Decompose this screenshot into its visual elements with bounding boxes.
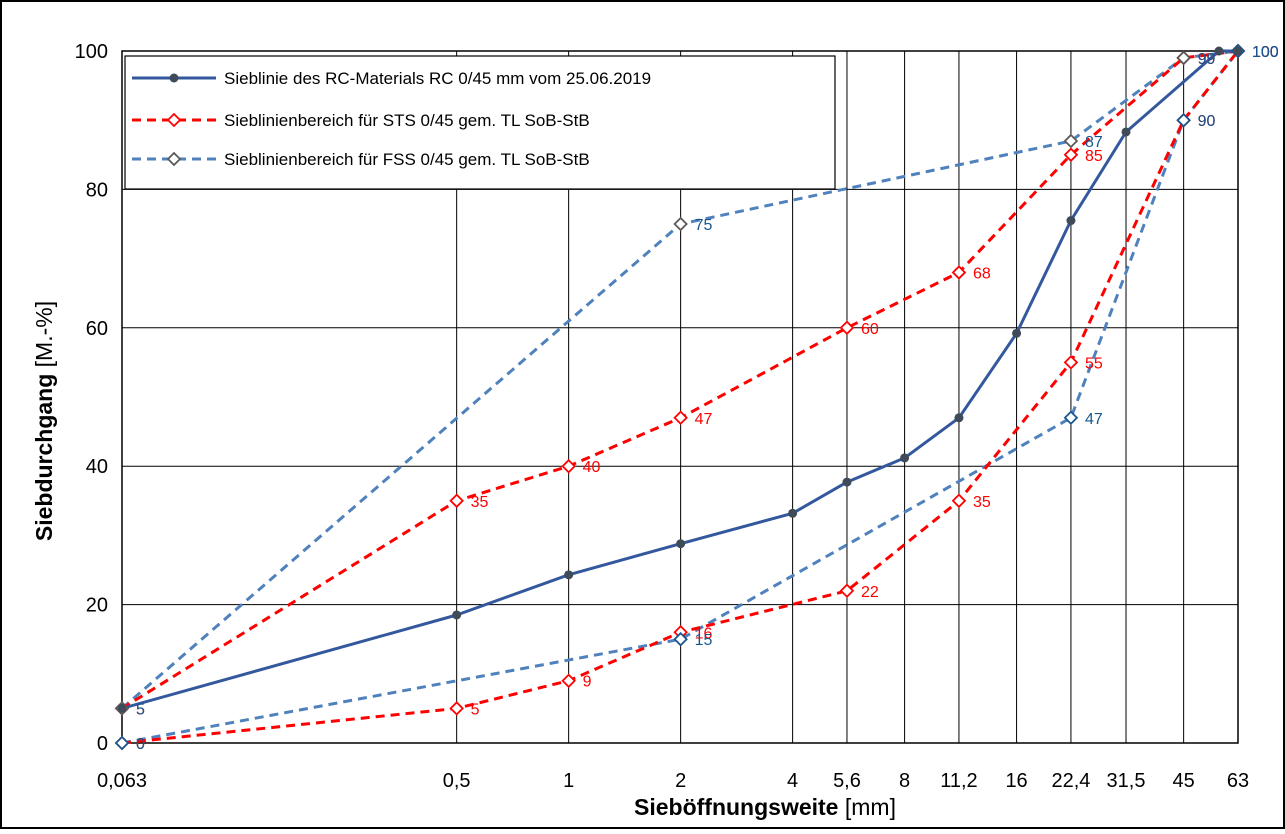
rc-point-2 xyxy=(564,570,573,579)
x-tick-label-0: 0,063 xyxy=(97,770,147,792)
rc-point-9 xyxy=(1066,216,1075,225)
sts-upper-label-1: 35 xyxy=(471,494,489,511)
legend: Sieblinie des RC-Materials RC 0/45 mm vo… xyxy=(125,56,835,189)
rc-point-10 xyxy=(1122,127,1131,136)
y-axis-title-main: Siebdurchgang xyxy=(31,374,57,541)
x-tick-label-2: 1 xyxy=(563,770,574,792)
rc-point-1 xyxy=(452,610,461,619)
legend-label-fss: Sieblinienbereich für FSS 0/45 gem. TL S… xyxy=(224,150,590,169)
sts-upper-label-2: 40 xyxy=(583,459,601,476)
sts-lower-label-2: 9 xyxy=(583,674,592,691)
x-tick-label-3: 2 xyxy=(675,770,686,792)
fss-lower-label-2: 47 xyxy=(1085,411,1103,428)
x-tick-label-12: 63 xyxy=(1227,770,1249,792)
sts-lower-label-4: 22 xyxy=(861,584,879,601)
rc-point-4 xyxy=(788,509,797,518)
sts-upper-label-3: 47 xyxy=(695,411,713,428)
x-tick-label-4: 4 xyxy=(787,770,798,792)
fss-lower-label-1: 15 xyxy=(695,632,713,649)
y-tick-label-2: 40 xyxy=(86,456,108,478)
fss-lower-label-4: 100 xyxy=(1252,44,1279,61)
y-axis-title: Siebdurchgang [M.-%] xyxy=(31,301,57,541)
sts-upper-label-4: 60 xyxy=(861,321,879,338)
x-tick-label-10: 31,5 xyxy=(1107,770,1146,792)
fss-lower-label-3: 90 xyxy=(1198,113,1216,130)
y-tick-label-5: 100 xyxy=(75,41,108,63)
x-tick-label-11: 45 xyxy=(1173,770,1195,792)
fss-upper-label-0: 5 xyxy=(136,701,145,718)
rc-point-12 xyxy=(1234,47,1243,56)
rc-point-5 xyxy=(842,478,851,487)
rc-point-11 xyxy=(1214,47,1223,56)
sts-upper-label-5: 68 xyxy=(973,265,991,282)
y-tick-label-3: 60 xyxy=(86,318,108,340)
rc-point-3 xyxy=(676,539,685,548)
sts-lower-label-1: 5 xyxy=(471,701,480,718)
rc-point-6 xyxy=(900,453,909,462)
fss-upper-label-3: 99 xyxy=(1198,51,1216,68)
x-tick-label-8: 16 xyxy=(1005,770,1027,792)
rc-point-7 xyxy=(954,413,963,422)
legend-label-rc: Sieblinie des RC-Materials RC 0/45 mm vo… xyxy=(224,69,651,88)
x-axis-title-main: Sieböffnungsweite xyxy=(634,794,838,820)
y-tick-label-4: 80 xyxy=(86,179,108,201)
x-axis-title-unit: [mm] xyxy=(838,794,896,820)
x-tick-label-7: 11,2 xyxy=(940,770,977,792)
sts-lower-label-5: 35 xyxy=(973,494,991,511)
fss-upper-label-1: 75 xyxy=(695,217,713,234)
fss-upper-label-2: 87 xyxy=(1085,134,1103,151)
rc-point-0 xyxy=(118,704,127,713)
fss-lower-label-0: 0 xyxy=(136,736,145,753)
x-tick-label-9: 22,4 xyxy=(1051,770,1090,792)
y-tick-label-0: 0 xyxy=(97,733,108,755)
y-axis-title-unit: [M.-%] xyxy=(31,301,57,374)
rc-point-8 xyxy=(1012,329,1021,338)
legend-marker-rc xyxy=(170,74,179,83)
y-tick-label-1: 20 xyxy=(86,595,108,617)
legend-label-sts: Sieblinienbereich für STS 0/45 gem. TL S… xyxy=(224,111,590,130)
x-tick-label-6: 8 xyxy=(899,770,910,792)
x-tick-label-5: 5,6 xyxy=(833,770,861,792)
x-axis-title: Sieböffnungsweite [mm] xyxy=(634,794,896,820)
x-tick-label-1: 0,5 xyxy=(443,770,471,792)
sts-lower-label-6: 55 xyxy=(1085,355,1103,372)
